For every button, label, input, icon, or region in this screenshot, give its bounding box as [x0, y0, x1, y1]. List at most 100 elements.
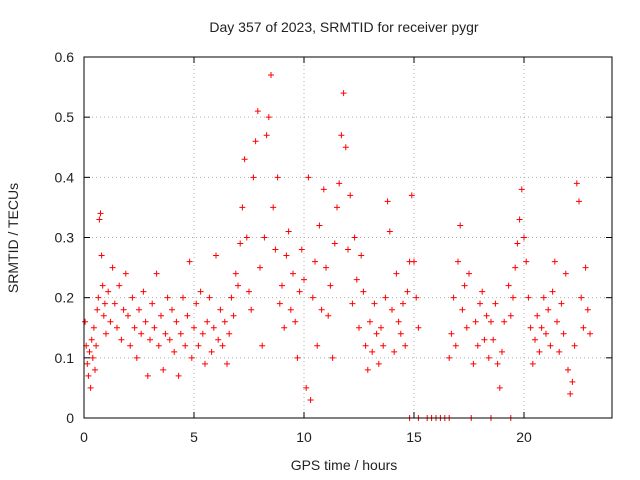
- x-axis-label: GPS time / hours: [291, 457, 398, 473]
- data-point: [305, 174, 312, 181]
- y-axis-label: SRMTID / TECUs: [5, 183, 21, 293]
- data-point: [99, 282, 106, 289]
- data-point: [565, 366, 571, 373]
- data-point: [107, 318, 114, 325]
- data-point: [360, 288, 367, 295]
- data-point: [246, 288, 252, 295]
- data-point: [556, 348, 563, 355]
- data-point: [336, 180, 343, 187]
- data-point: [263, 132, 270, 139]
- data-point: [477, 300, 483, 307]
- data-point: [248, 306, 255, 313]
- data-point: [327, 282, 334, 289]
- data-point: [510, 294, 516, 301]
- data-point: [213, 252, 219, 259]
- data-point: [290, 270, 296, 277]
- data-point: [94, 306, 101, 313]
- data-point: [446, 354, 453, 361]
- data-point: [155, 342, 162, 349]
- y-tick-label: 0.6: [55, 49, 75, 65]
- data-point: [518, 186, 525, 193]
- data-point: [292, 318, 299, 325]
- data-point: [415, 324, 422, 331]
- data-point: [485, 354, 492, 361]
- axis-ticks: [83, 56, 612, 419]
- y-tick-labels: 0 0.1 0.2 0.3 0.4 0.5 0.6: [55, 49, 75, 426]
- data-point: [228, 294, 235, 301]
- data-point: [127, 342, 134, 349]
- data-point: [151, 324, 158, 331]
- data-point: [142, 318, 149, 325]
- data-point: [325, 312, 332, 319]
- data-point: [562, 270, 569, 277]
- data-point: [243, 234, 250, 241]
- data-point: [285, 228, 292, 235]
- data-point: [85, 372, 92, 379]
- y-tick-label: 0.4: [55, 169, 75, 185]
- data-point: [351, 234, 358, 241]
- data-point: [191, 324, 197, 331]
- data-point: [521, 234, 527, 241]
- data-point: [393, 270, 400, 277]
- y-tick-label: 0.3: [55, 230, 75, 246]
- data-point: [166, 336, 173, 343]
- data-point: [353, 276, 360, 283]
- data-point: [96, 216, 103, 223]
- data-point: [206, 294, 213, 301]
- data-point: [483, 312, 490, 319]
- data-point: [294, 354, 301, 361]
- data-point: [129, 294, 136, 301]
- data-point: [408, 192, 415, 199]
- data-point: [272, 246, 279, 253]
- data-point: [204, 318, 211, 325]
- data-point: [138, 330, 145, 337]
- data-point: [512, 264, 519, 271]
- data-point: [210, 324, 217, 331]
- data-point: [90, 324, 97, 331]
- data-point: [547, 342, 554, 349]
- data-point: [404, 288, 411, 295]
- data-point: [492, 300, 499, 307]
- data-point: [169, 306, 175, 313]
- data-point: [457, 222, 464, 229]
- data-point: [496, 384, 503, 391]
- data-point: [125, 312, 131, 319]
- data-point: [452, 342, 459, 349]
- data-point: [329, 354, 336, 361]
- data-point: [92, 366, 98, 373]
- data-point: [580, 324, 587, 331]
- data-point: [162, 330, 169, 337]
- data-point: [184, 312, 191, 319]
- data-point: [540, 294, 547, 301]
- data-point: [103, 330, 109, 337]
- data-point: [347, 192, 354, 199]
- data-point: [534, 312, 541, 319]
- data-point: [296, 288, 303, 295]
- data-point: [250, 174, 257, 181]
- data-point: [507, 312, 514, 319]
- data-point: [202, 360, 208, 367]
- data-point: [549, 288, 556, 295]
- data-point: [543, 330, 549, 337]
- data-point: [474, 342, 481, 349]
- data-point: [180, 294, 186, 301]
- data-point: [463, 324, 470, 331]
- data-point: [237, 240, 244, 247]
- data-point: [230, 312, 237, 319]
- data-point: [232, 270, 239, 277]
- data-point: [208, 348, 215, 355]
- data-point: [571, 342, 578, 349]
- data-point: [105, 288, 112, 295]
- data-point: [567, 390, 574, 397]
- data-point: [400, 300, 406, 307]
- data-point: [318, 306, 325, 313]
- data-point: [397, 330, 404, 337]
- data-point: [186, 258, 193, 265]
- data-point: [584, 306, 591, 313]
- data-point: [97, 210, 104, 217]
- data-point: [144, 372, 151, 379]
- data-point: [239, 204, 246, 211]
- data-point: [122, 270, 129, 277]
- data-point: [554, 318, 560, 325]
